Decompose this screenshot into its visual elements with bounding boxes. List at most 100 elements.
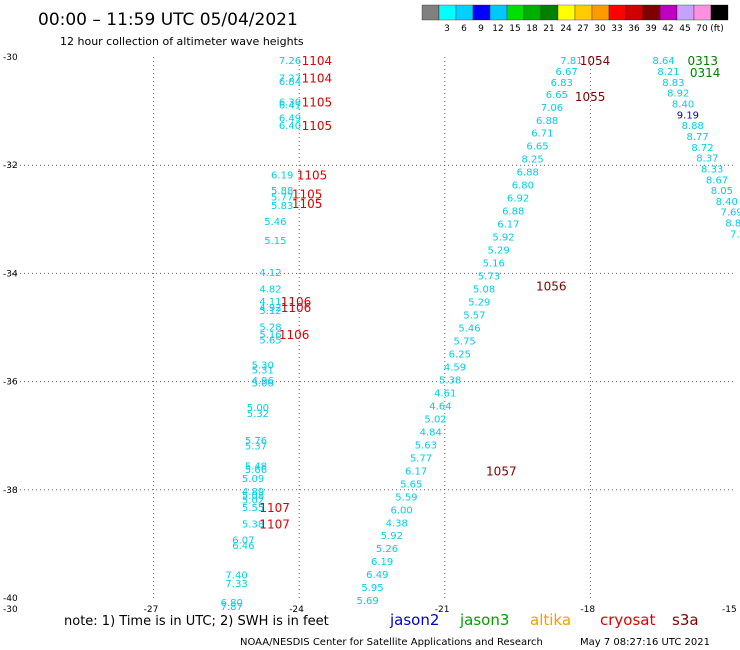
legend-swatch	[506, 4, 525, 21]
legend-swatch	[421, 4, 440, 21]
wave-height-label: 5.37	[245, 441, 267, 452]
wave-height-label: 6.92	[507, 194, 529, 205]
wave-height-label: 5.08	[473, 285, 495, 296]
legend-bin-label: 42	[662, 24, 673, 34]
wave-height-label: 5.92	[381, 531, 403, 542]
satellite-name-altika: altika	[530, 611, 571, 629]
legend-swatch	[676, 4, 695, 21]
legend-swatch	[438, 4, 457, 21]
wave-height-label: 8.83	[662, 78, 684, 89]
wave-height-label: 6.83	[551, 78, 573, 89]
wave-height-label: 6.25	[449, 349, 471, 360]
wave-height-label: 5.28	[259, 322, 281, 333]
pass-time-label: 1105	[292, 197, 323, 211]
wave-height-label: 5.57	[463, 311, 485, 322]
pass-time-label: 1106	[279, 328, 310, 342]
legend-bin-label: 39	[645, 24, 657, 34]
y-tick-label: -30	[3, 53, 18, 63]
pass-time-label: 1055	[575, 90, 606, 104]
footer-timestamp: May 7 08:27:16 UTC 2021	[580, 637, 710, 648]
legend-bin-label: 18	[526, 24, 538, 34]
wave-height-label: 5.75	[454, 336, 476, 347]
y-tick-label: -32	[3, 161, 18, 171]
x-tick-label: -24	[289, 605, 304, 615]
wave-height-label: 4.64	[429, 401, 451, 412]
grid	[8, 57, 736, 598]
legend-unit-label: (ft)	[710, 24, 724, 34]
y-tick-label: -38	[3, 486, 18, 496]
satellite-name-cryosat: cryosat	[600, 611, 655, 629]
legend-bin-label: 27	[577, 24, 588, 34]
wave-height-label: 7.	[730, 229, 740, 240]
wave-height-label: 5.48	[245, 461, 267, 472]
wave-height-label: 6.80	[221, 598, 243, 609]
legend-swatch	[455, 4, 474, 21]
satellite-name-jason2: jason2	[389, 611, 439, 629]
wave-height-label: 5.65	[400, 479, 422, 490]
legend-swatch	[574, 4, 593, 21]
wave-height-label: 7.26	[279, 56, 301, 67]
wave-height-label: 5.31	[252, 366, 274, 377]
color-legend: 3 6 9 12 15 18 21 24 27 30 33 36 39 42 45 70 (ft)	[421, 4, 729, 34]
wave-height-label: 4.84	[420, 427, 442, 438]
y-tick-label: -40	[3, 594, 18, 604]
pass-time-label: 0314	[690, 66, 721, 80]
wave-height-label: 8.8	[725, 219, 740, 230]
legend-bin-label: 45	[679, 24, 690, 34]
wave-height-label: 4.92	[259, 303, 281, 314]
pass-time-label: 1104	[302, 54, 333, 68]
wave-height-label: 5.12	[259, 306, 281, 317]
legend-bin-label: 33	[611, 24, 622, 34]
wave-height-label: 7.69	[720, 208, 740, 219]
legend-swatch	[625, 4, 644, 21]
wave-height-label: 6.41	[279, 101, 301, 112]
wave-height-label: 5.38	[242, 519, 264, 530]
wave-height-label: 8.21	[657, 67, 679, 78]
pass-time-label: 1105	[302, 95, 333, 109]
wave-height-label: 4.38	[386, 518, 408, 529]
x-tick-label: -15	[722, 605, 737, 615]
wave-height-label: 5.29	[488, 246, 510, 257]
wave-height-label: 5.88	[271, 186, 293, 197]
wave-height-label: 6.65	[546, 90, 568, 101]
chart-title: 00:00 – 11:59 UTC 05/04/2021	[38, 10, 298, 30]
wave-height-label: 7.33	[225, 579, 247, 590]
wave-height-label: 7.81	[560, 56, 582, 67]
legend-bin-label: 30	[594, 24, 606, 34]
legend-bin-label: 3	[444, 24, 450, 34]
pass-time-label: 1057	[486, 464, 517, 478]
wave-height-label: 4.89	[242, 487, 264, 498]
wave-height-label: 6.00	[390, 505, 412, 516]
wave-height-label: 5.15	[264, 236, 286, 247]
wave-height-label: 6.84	[279, 77, 301, 88]
pass-time-label: 1105	[292, 187, 323, 201]
legend-bin-label: 6	[461, 24, 467, 34]
wave-height-label: 5.83	[271, 201, 293, 212]
wave-height-label: 5.55	[242, 503, 264, 514]
x-origin-label: -30	[3, 605, 18, 615]
wave-height-label: 5.08	[242, 491, 264, 502]
wave-height-label: 5.63	[415, 440, 437, 451]
wave-height-label: 5.92	[492, 233, 514, 244]
wave-height-label: 5.46	[264, 217, 286, 228]
legend-swatch	[523, 4, 542, 21]
wave-height-label: 6.49	[279, 114, 301, 125]
pass-time-label: 1054	[580, 54, 611, 68]
data-labels: 7.267.276.846.306.416.496.406.195.885.77…	[221, 54, 740, 613]
legend-bin-label: 36	[628, 24, 640, 34]
wave-height-label: 5.16	[259, 330, 281, 341]
y-tick-label: -34	[3, 269, 18, 279]
legend-bin-label: 9	[478, 24, 484, 34]
wave-height-label: 5.02	[424, 414, 446, 425]
wave-height-label: 4.61	[434, 388, 456, 399]
wave-height-label: 6.19	[271, 170, 293, 181]
legend-swatch	[591, 4, 610, 21]
wave-height-label: 8.40	[672, 100, 694, 111]
wave-height-label: 5.30	[252, 360, 274, 371]
legend-bin-label: 15	[509, 24, 520, 34]
footer-credit: NOAA/NESDIS Center for Satellite Applica…	[240, 637, 543, 648]
wave-height-label: 5.69	[356, 596, 378, 607]
pass-time-label: 1104	[302, 72, 333, 86]
legend-bin-label: 21	[543, 24, 554, 34]
wave-height-label: 8.72	[691, 143, 713, 154]
